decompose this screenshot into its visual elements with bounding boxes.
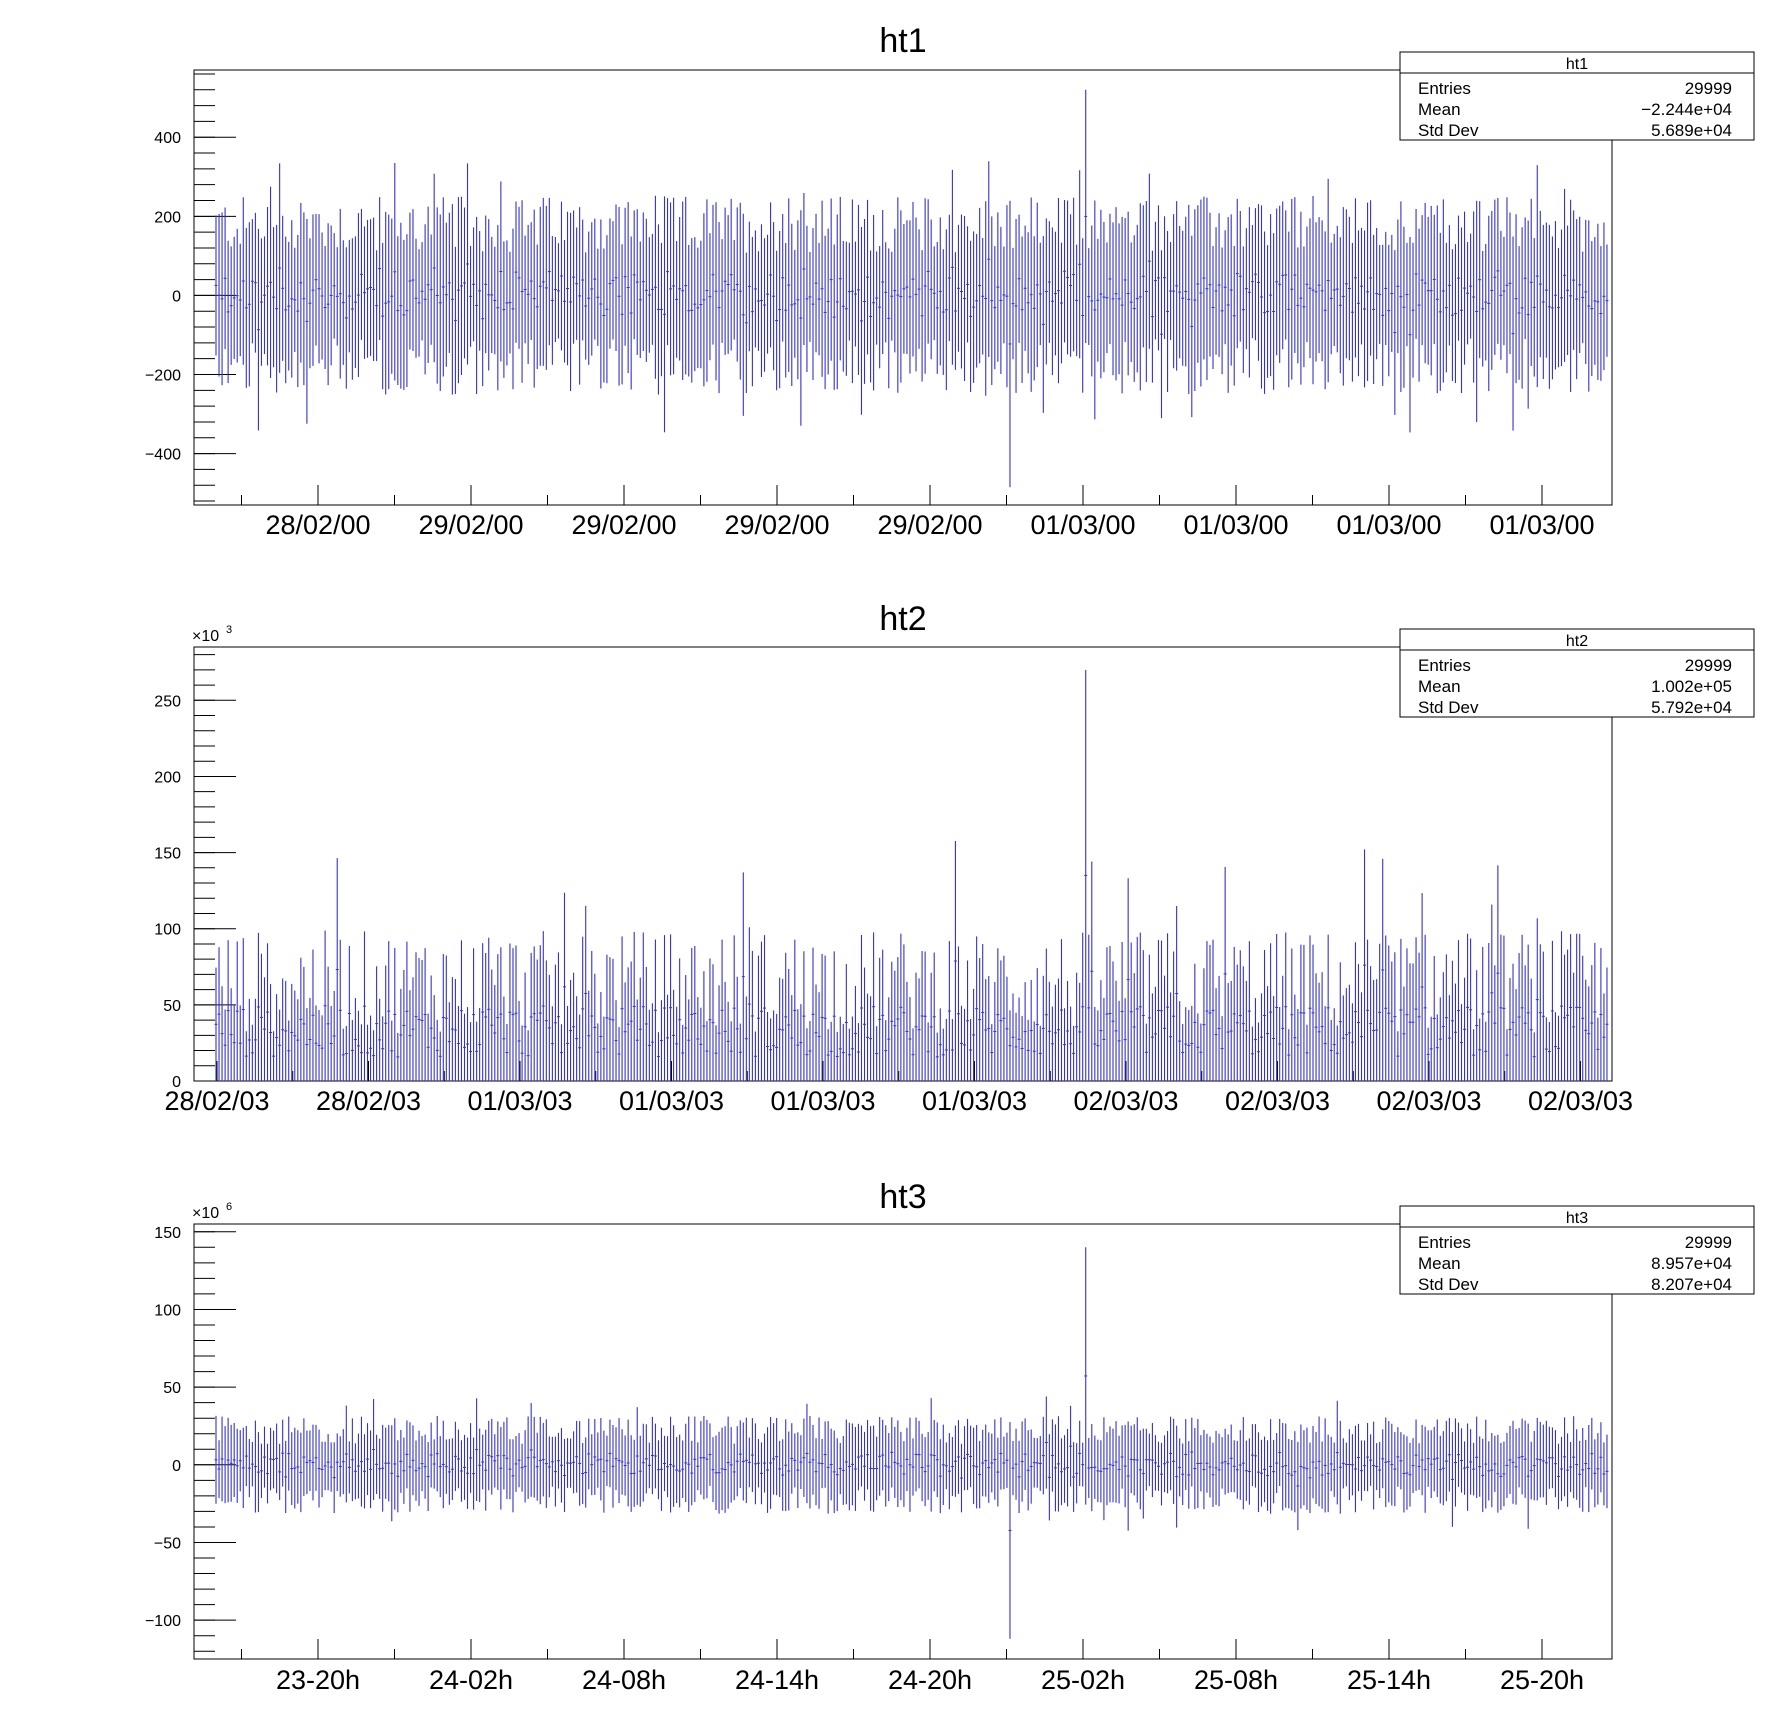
y-tick-label: 100 [154, 1302, 181, 1319]
x-tick-label: 29/02/00 [724, 510, 829, 540]
x-tick-label: 01/03/00 [1030, 510, 1135, 540]
y-tick-label: 250 [154, 693, 181, 710]
x-tick-label: 02/03/03 [1376, 1086, 1481, 1116]
plot-frame [193, 646, 1613, 1082]
stats-label-mean: Mean [1418, 100, 1461, 119]
stats-value-mean: 1.002e+05 [1651, 677, 1732, 696]
y-multiplier: ×10 [192, 628, 219, 645]
y-tick-label: 0 [172, 1458, 181, 1475]
stats-label-std_dev: Std Dev [1418, 1275, 1479, 1294]
y-tick-label: 400 [154, 130, 181, 147]
plot-title: ht1 [879, 22, 926, 60]
x-tick-label: 01/03/03 [770, 1086, 875, 1116]
panel-ht3: ht3 ×10 6 150 100 50 0 −50 −100 23-20h 24-02h 24-08… [145, 1178, 1755, 1695]
y-multiplier-exponent: 6 [226, 1201, 232, 1213]
x-tick-label: 25-02h [1041, 1665, 1125, 1695]
x-tick-label: 29/02/00 [571, 510, 676, 540]
stats-value-std_dev: 5.689e+04 [1651, 121, 1732, 140]
x-tick-label: 28/02/00 [265, 510, 370, 540]
plot-frame [193, 69, 1613, 506]
x-tick-label: 24-08h [582, 1665, 666, 1695]
stats-box: ht2 Entries 29999 Mean 1.002e+05 Std Dev 5.792… [1399, 628, 1755, 718]
x-tick-label: 28/02/03 [164, 1086, 269, 1116]
stats-value-entries: 29999 [1685, 1233, 1732, 1252]
stats-title: ht3 [1566, 1210, 1588, 1227]
stats-value-entries: 29999 [1685, 656, 1732, 675]
x-tick-label: 01/03/03 [467, 1086, 572, 1116]
y-tick-label: 100 [154, 922, 181, 939]
y-tick-label: 50 [163, 1380, 181, 1397]
stats-value-mean: −2.244e+04 [1641, 100, 1732, 119]
x-tick-label: 29/02/00 [418, 510, 523, 540]
stats-frame [1399, 51, 1755, 141]
plot-frame [193, 1223, 1613, 1660]
x-tick-label: 01/03/03 [922, 1086, 1027, 1116]
x-tick-label: 01/03/00 [1183, 510, 1288, 540]
stats-label-mean: Mean [1418, 1254, 1461, 1273]
stats-frame [1399, 628, 1755, 718]
y-tick-label: −50 [154, 1535, 181, 1552]
plot-title: ht2 [879, 600, 926, 638]
x-tick-label: 02/03/03 [1225, 1086, 1330, 1116]
stats-label-std_dev: Std Dev [1418, 121, 1479, 140]
stats-value-entries: 29999 [1685, 79, 1732, 98]
stats-label-mean: Mean [1418, 677, 1461, 696]
x-tick-label: 25-14h [1347, 1665, 1431, 1695]
y-tick-label: 0 [172, 288, 181, 305]
x-tick-label: 01/03/03 [619, 1086, 724, 1116]
stats-box: ht1 Entries 29999 Mean −2.244e+04 Std Dev 5.68… [1399, 51, 1755, 141]
stats-value-std_dev: 8.207e+04 [1651, 1275, 1732, 1294]
x-tick-label: 02/03/03 [1073, 1086, 1178, 1116]
y-tick-label: −400 [145, 447, 181, 464]
x-tick-label: 01/03/00 [1489, 510, 1594, 540]
y-tick-label: 150 [154, 1225, 181, 1242]
x-tick-label: 25-08h [1194, 1665, 1278, 1695]
panel-ht1: ht1 400 200 0 −200 −400 28/02/00 29/02/00 29/02/… [145, 22, 1755, 540]
stats-label-entries: Entries [1418, 656, 1471, 675]
x-tick-label: 02/03/03 [1528, 1086, 1633, 1116]
x-tick-label: 24-02h [429, 1665, 513, 1695]
y-tick-label: 150 [154, 846, 181, 863]
stats-title: ht2 [1566, 633, 1588, 650]
x-tick-label: 28/02/03 [316, 1086, 421, 1116]
y-tick-label: 50 [163, 998, 181, 1015]
x-tick-label: 24-20h [888, 1665, 972, 1695]
stats-label-std_dev: Std Dev [1418, 698, 1479, 717]
x-tick-label: 23-20h [276, 1665, 360, 1695]
y-tick-label: 200 [154, 769, 181, 786]
series-bars [214, 669, 1609, 1081]
stats-value-std_dev: 5.792e+04 [1651, 698, 1732, 717]
x-tick-label: 01/03/00 [1336, 510, 1441, 540]
y-multiplier-exponent: 3 [226, 624, 232, 636]
y-tick-label: −200 [145, 368, 181, 385]
series-bars [214, 89, 1609, 488]
stats-label-entries: Entries [1418, 79, 1471, 98]
x-tick-label: 24-14h [735, 1665, 819, 1695]
y-tick-label: 0 [172, 1074, 181, 1091]
stats-title: ht1 [1566, 56, 1588, 73]
y-multiplier: ×10 [192, 1205, 219, 1222]
stats-value-mean: 8.957e+04 [1651, 1254, 1732, 1273]
y-tick-label: 200 [154, 209, 181, 226]
stats-box: ht3 Entries 29999 Mean 8.957e+04 Std Dev 8.207… [1399, 1205, 1755, 1295]
plot-title: ht3 [879, 1178, 926, 1216]
y-tick-label: −100 [145, 1613, 181, 1630]
stats-frame [1399, 1205, 1755, 1295]
x-tick-label: 25-20h [1500, 1665, 1584, 1695]
stats-label-entries: Entries [1418, 1233, 1471, 1252]
series-bars [214, 1247, 1609, 1639]
x-tick-label: 29/02/00 [877, 510, 982, 540]
